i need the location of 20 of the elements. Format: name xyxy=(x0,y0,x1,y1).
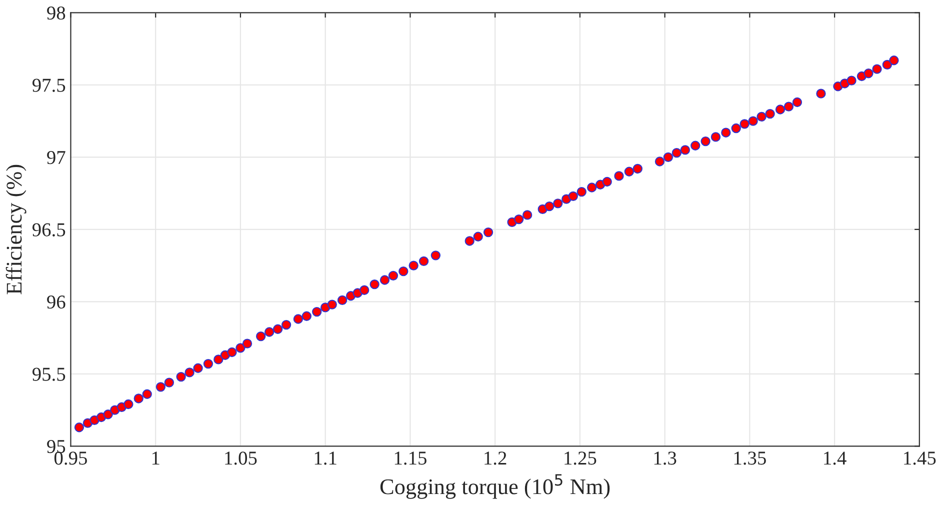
x-tick-label: 1.25 xyxy=(564,452,596,465)
x-tick-label: 1.1 xyxy=(314,452,336,465)
x-tick-label: 1.45 xyxy=(904,452,936,465)
y-tick-label: 95.5 xyxy=(32,368,66,381)
x-tick-label: 0.95 xyxy=(54,452,87,465)
x-tick-label: 1.15 xyxy=(394,452,426,465)
x-tick-label: 1 xyxy=(152,452,160,465)
y-tick-label: 98 xyxy=(47,6,66,20)
x-tick-label: 1.35 xyxy=(734,452,766,465)
y-tick-label: 96.5 xyxy=(32,223,66,236)
y-tick-label: 95 xyxy=(47,440,66,454)
x-tick-label: 1.05 xyxy=(225,452,257,465)
y-tick-label: 97 xyxy=(47,151,66,164)
y-tick-label: 97.5 xyxy=(32,78,66,92)
x-tick-label: 1.3 xyxy=(654,452,676,465)
x-axis-title: Cogging torque (10$^{5}$ Nm) xyxy=(380,474,610,499)
y-axis-title: Efficiency (%) xyxy=(6,164,26,294)
x-tick-label: 1.4 xyxy=(824,452,846,465)
x-tick-label: 1.2 xyxy=(484,452,506,465)
y-tick-label: 96 xyxy=(47,296,66,309)
